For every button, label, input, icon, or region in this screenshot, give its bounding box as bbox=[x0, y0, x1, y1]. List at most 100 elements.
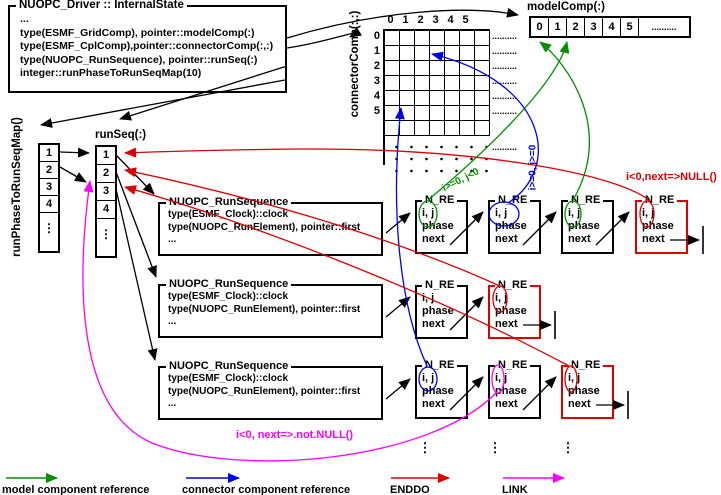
grid-col-header-5: 5 bbox=[462, 14, 469, 26]
nre-ij: i, j bbox=[422, 372, 435, 384]
run-element-r2-b2-end: N_RE i, j phase next bbox=[488, 279, 541, 339]
legend-model-ref-label: model component reference bbox=[2, 484, 150, 495]
modelcomp-label: modelComp(:) bbox=[527, 1, 605, 13]
legend-enddo-label: ENDDO bbox=[390, 484, 430, 495]
nre-phase: phase bbox=[422, 385, 454, 397]
runphasemap-cell-2: 2 bbox=[40, 162, 58, 179]
grid-row-header-0: 0 bbox=[373, 30, 380, 42]
runseq-cell-more: ⋮ bbox=[100, 227, 112, 241]
runphasemap-cell-more: ⋮ bbox=[43, 221, 55, 235]
run-element-r3-b2: N_RE i, j phase next bbox=[488, 359, 541, 419]
runsequence-1-clock: type(ESMF_Clock)::clock bbox=[168, 209, 289, 220]
modelcomp-cell-more: .......... bbox=[651, 22, 677, 32]
runsequence-3-clock: type(ESMF_Clock)::clock bbox=[168, 373, 289, 384]
nre-phase: phase bbox=[568, 220, 600, 232]
nre-ij: i, j bbox=[568, 207, 581, 219]
nre-title: N_RE bbox=[568, 359, 604, 371]
grid-row-header-3: 3 bbox=[373, 75, 380, 87]
annotation-link-notnull: i<0, next=>.not.NULL() bbox=[236, 429, 354, 441]
legend-link-label: LINK bbox=[502, 484, 528, 495]
nre-ij: i, j bbox=[568, 372, 581, 384]
grid-row-more-2: .......... bbox=[492, 61, 518, 71]
run-element-r2-b1: N_RE i, j phase next bbox=[415, 279, 468, 339]
runsequence-3-ellipsis: ... bbox=[168, 398, 177, 409]
nre-phase: phase bbox=[495, 220, 527, 232]
driver-line-runseq: type(NUOPC_RunSequence), pointer::runSeq… bbox=[20, 53, 258, 66]
nre-title: N_RE bbox=[642, 194, 678, 206]
grid-row-more-6: .......... bbox=[492, 142, 518, 152]
arrow-runseq1-to-sequence1 bbox=[115, 154, 155, 195]
grid-row-more-3: .......... bbox=[492, 76, 518, 86]
modelcomp-cell-2: 2 bbox=[567, 18, 585, 36]
grid-axis-line bbox=[383, 133, 385, 165]
run-element-r1-b3: N_RE i, j phase next bbox=[561, 194, 614, 254]
arrow-runseq2-to-sequence2 bbox=[115, 171, 157, 278]
runsequence-2-title: NUOPC_RunSequence bbox=[166, 278, 292, 290]
run-element-r3-b3-end: N_RE i, j phase next bbox=[561, 359, 614, 419]
modelcomp-cell-3: 3 bbox=[585, 18, 603, 36]
runphasemap-cell-1: 1 bbox=[40, 145, 58, 162]
continuation-dots-3: ⋮ bbox=[561, 440, 575, 455]
runseq-cell-2: 2 bbox=[97, 165, 115, 183]
annotation-enddo-null: i<0,next=>NULL() bbox=[626, 171, 717, 183]
modelcomp-cell-1: 1 bbox=[549, 18, 567, 36]
nre-next: next bbox=[642, 233, 665, 245]
grid-row-more-4: .......... bbox=[492, 91, 518, 101]
arrow-first1-to-element bbox=[385, 212, 411, 234]
runphasemap-cell-3: 3 bbox=[40, 179, 58, 196]
arrow-map2-to-runseq3 bbox=[59, 166, 87, 183]
model-ref-curve-2 bbox=[539, 41, 590, 201]
runsequence-3-first: type(NUOPC_RunElement), pointer::first bbox=[168, 385, 361, 397]
runsequence-2-first: type(NUOPC_RunElement), pointer::first bbox=[168, 303, 361, 315]
nre-phase: phase bbox=[568, 385, 600, 397]
nre-ij: i, j bbox=[422, 207, 435, 219]
runsequence-2-clock: type(ESMF_Clock)::clock bbox=[168, 291, 289, 302]
nre-phase: phase bbox=[422, 220, 454, 232]
driver-internalstate-box: NUOPC_Driver :: InternalState ... type(E… bbox=[8, 0, 287, 93]
run-element-r1-b2: N_RE i, j phase next bbox=[488, 194, 541, 254]
runseq-label: runSeq(:) bbox=[95, 129, 147, 141]
runsequence-1-first: type(NUOPC_RunElement), pointer::first bbox=[168, 221, 361, 233]
runseq-cell-4: 4 bbox=[97, 201, 115, 219]
nre-next: next bbox=[422, 398, 445, 410]
runseq-cell-1: 1 bbox=[97, 147, 115, 165]
driver-box-title: NUOPC_Driver :: InternalState bbox=[16, 0, 187, 11]
grid-row-more-5: .......... bbox=[492, 106, 518, 116]
runsequence-2-ellipsis: ... bbox=[168, 316, 177, 327]
nre-next: next bbox=[422, 318, 445, 330]
nre-next: next bbox=[568, 233, 591, 245]
nre-next: next bbox=[495, 233, 518, 245]
grid-row-more-1: .......... bbox=[492, 46, 518, 56]
runphasemap-array: 1 2 3 4 ⋮ bbox=[38, 143, 60, 253]
runphasemap-label: runPhaseToRunSeqMap() bbox=[11, 117, 23, 257]
driver-line-connectorcomp: type(ESMF_CplComp),pointer::connectorCom… bbox=[20, 40, 274, 52]
nre-next: next bbox=[422, 233, 445, 245]
nre-ij: i, j bbox=[642, 207, 655, 219]
arrow-runseq3-to-sequence3 bbox=[115, 188, 158, 361]
driver-line-modelcomp: type(ESMF_GridComp), pointer::modelComp(… bbox=[20, 26, 255, 39]
nre-next: next bbox=[495, 318, 518, 330]
nre-phase: phase bbox=[422, 305, 454, 317]
grid-row-header-2: 2 bbox=[373, 60, 380, 72]
modelcomp-cell-0: 0 bbox=[531, 18, 549, 36]
nre-next: next bbox=[568, 398, 591, 410]
arrow-map1-to-runseq1 bbox=[59, 147, 90, 158]
nre-title: N_RE bbox=[495, 359, 531, 371]
nre-ij: i, j bbox=[495, 372, 508, 384]
nre-title: N_RE bbox=[495, 279, 531, 291]
grid-row-header-4: 4 bbox=[373, 90, 380, 102]
grid-row-header-1: 1 bbox=[373, 45, 380, 57]
grid-col-header-1: 1 bbox=[402, 14, 409, 26]
runphasemap-cell-4: 4 bbox=[40, 196, 58, 213]
driver-line-runphasemap: integer::runPhaseToRunSeqMap(10) bbox=[20, 67, 202, 79]
runsequence-1-title: NUOPC_RunSequence bbox=[166, 196, 292, 208]
arrow-first2-to-element bbox=[385, 296, 411, 318]
nre-title: N_RE bbox=[568, 194, 604, 206]
grid-col-header-0: 0 bbox=[387, 14, 394, 26]
nre-phase: phase bbox=[495, 385, 527, 397]
nre-title: N_RE bbox=[422, 359, 458, 371]
nre-ij: i, j bbox=[422, 292, 435, 304]
connectorcomp-grid bbox=[383, 29, 490, 136]
modelcomp-cell-5: 5 bbox=[621, 18, 639, 36]
